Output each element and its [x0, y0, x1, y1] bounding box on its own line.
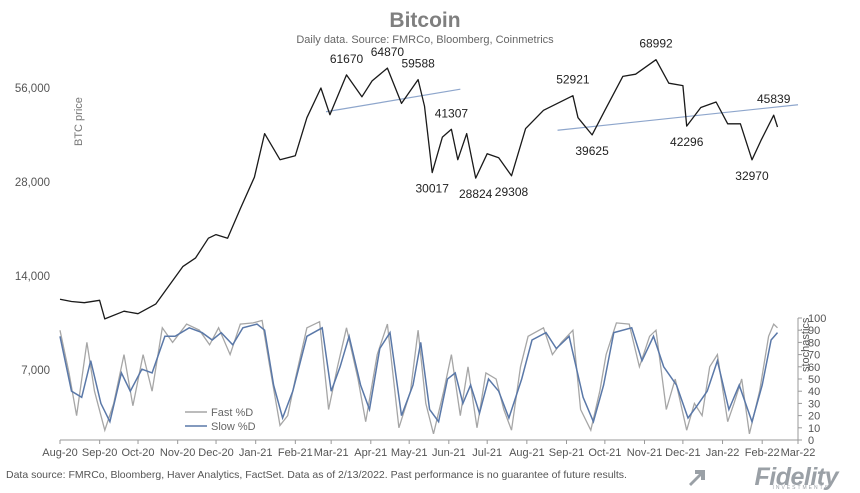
price-annotation: 39625 — [575, 144, 609, 158]
x-tick-label: Aug-21 — [509, 447, 544, 459]
legend-slow-label: Slow %D — [211, 421, 256, 433]
price-annotation: 30017 — [416, 182, 450, 196]
price-annotation: 28824 — [459, 187, 493, 201]
price-layer — [59, 59, 779, 320]
fast-d-line — [59, 319, 778, 435]
price-annotation: 68992 — [639, 37, 673, 51]
x-tick-label: Jan-21 — [239, 447, 273, 459]
y-tick-label: 14,000 — [15, 271, 50, 283]
price-annotation: 45839 — [757, 92, 791, 106]
x-tick-label: Nov-20 — [160, 447, 195, 459]
y2-tick-label: 40 — [808, 386, 820, 398]
x-tick-label: Feb-22 — [745, 447, 780, 459]
x-tick-label: Jun-21 — [432, 447, 466, 459]
legend-fast-label: Fast %D — [211, 407, 253, 419]
stochastics-layer — [59, 319, 779, 435]
axes-layer: 56,000 28,000 14,000 7,000 01020304050607080… — [15, 83, 827, 459]
y2-tick-label: 60 — [808, 362, 820, 374]
x-tick-label: Sep-20 — [82, 447, 117, 459]
x-tick-label: Feb-21 — [278, 447, 313, 459]
x-tick-label: Dec-20 — [198, 447, 233, 459]
price-annotation: 42296 — [670, 135, 704, 149]
price-annotation: 41307 — [435, 106, 469, 120]
x-tick-label: Mar-22 — [781, 447, 816, 459]
fidelity-logo-subtitle: INVESTMENTS — [772, 485, 830, 491]
y2-tick-label: 70 — [808, 350, 820, 362]
data-source-footnote: Data source: FMRCo, Bloomberg, Haver Ana… — [6, 469, 627, 481]
price-annotation: 61670 — [330, 52, 364, 66]
x-tick-label: Oct-21 — [588, 447, 621, 459]
y-tick-label: 28,000 — [15, 177, 50, 189]
slow-d-line — [59, 323, 779, 425]
price-annotation: 59588 — [401, 57, 435, 71]
x-tick-label: Jan-22 — [706, 447, 740, 459]
x-tick-label: Sep-21 — [549, 447, 584, 459]
y2-tick-label: 80 — [808, 337, 820, 349]
trendline — [325, 88, 461, 113]
y-axis-label: BTC price — [73, 97, 85, 146]
btc-price-line — [59, 59, 779, 320]
y2-tick-label: 90 — [808, 325, 820, 337]
trendline — [557, 104, 799, 131]
y2-tick-label: 50 — [808, 374, 820, 386]
x-tick-label: Apr-21 — [354, 447, 387, 459]
x-tick-label: Aug-20 — [42, 447, 77, 459]
y2-tick-label: 0 — [808, 435, 814, 447]
y-tick-label: 7,000 — [21, 365, 50, 377]
fidelity-arrow-icon — [689, 470, 705, 486]
x-tick-label: May-21 — [391, 447, 428, 459]
price-annotation: 52921 — [556, 73, 590, 87]
x-tick-label: Jul-21 — [472, 447, 502, 459]
price-annotation: 64870 — [371, 45, 405, 59]
trendlines-layer — [325, 88, 799, 131]
y-tick-label: 56,000 — [15, 83, 50, 95]
x-tick-label: Dec-21 — [665, 447, 700, 459]
x-tick-label: Oct-20 — [122, 447, 155, 459]
y2-axis-label: stochastics — [800, 317, 812, 372]
fidelity-logo: Fidelity — [754, 463, 838, 491]
y2-tick-label: 30 — [808, 398, 820, 410]
price-annotation: 29308 — [495, 185, 529, 199]
y2-tick-label: 10 — [808, 423, 820, 435]
x-tick-label: Nov-21 — [627, 447, 662, 459]
legend: Fast %D Slow %D — [185, 407, 256, 433]
x-tick-label: Mar-21 — [314, 447, 349, 459]
chart-subtitle: Daily data. Source: FMRCo, Bloomberg, Co… — [296, 34, 554, 46]
chart-title: Bitcoin — [389, 9, 460, 32]
y2-tick-label: 20 — [808, 411, 820, 423]
price-annotation: 32970 — [735, 169, 769, 183]
y2-tick-label: 100 — [808, 313, 826, 325]
